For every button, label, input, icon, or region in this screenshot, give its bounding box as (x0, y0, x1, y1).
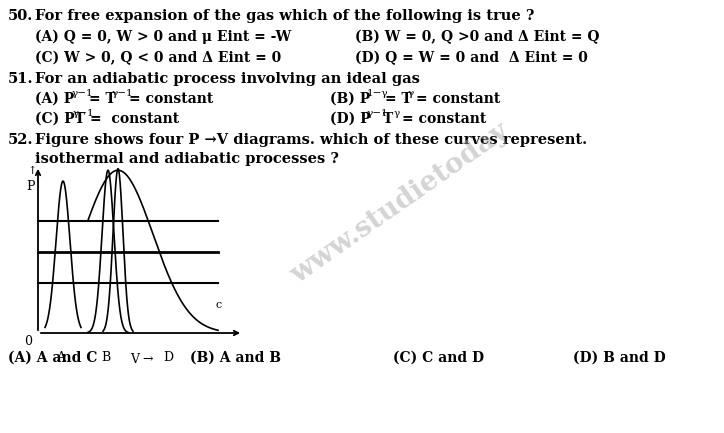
Text: (A) P: (A) P (35, 92, 75, 106)
Text: A: A (56, 351, 65, 364)
Text: (B) W = 0, Q >0 and Δ Eint = Q: (B) W = 0, Q >0 and Δ Eint = Q (355, 30, 599, 44)
Text: (B) P: (B) P (330, 92, 370, 106)
Text: For free expansion of the gas which of the following is true ?: For free expansion of the gas which of t… (35, 9, 534, 23)
Text: www.studietoday: www.studietoday (286, 117, 514, 289)
Text: c: c (215, 300, 222, 310)
Text: γ−1: γ−1 (72, 89, 93, 98)
Text: (D) P: (D) P (330, 112, 371, 126)
Text: (C) C and D: (C) C and D (393, 351, 484, 365)
Text: = constant: = constant (416, 92, 500, 106)
Text: (A) A and C: (A) A and C (8, 351, 97, 365)
Text: 1−γ: 1−γ (367, 89, 389, 98)
Text: γ−1: γ−1 (73, 109, 95, 118)
Text: P: P (26, 180, 35, 193)
Text: = constant: = constant (129, 92, 214, 106)
Text: ↑: ↑ (28, 166, 38, 176)
Text: (D) Q = W = 0 and  Δ Eint = 0: (D) Q = W = 0 and Δ Eint = 0 (355, 51, 588, 65)
Text: γ−1: γ−1 (367, 109, 389, 118)
Text: For an adiabatic process involving an ideal gas: For an adiabatic process involving an id… (35, 72, 420, 86)
Text: Figure shows four P →V diagrams. which of these curves represent.: Figure shows four P →V diagrams. which o… (35, 133, 587, 147)
Text: = constant: = constant (402, 112, 487, 126)
Text: (B) A and B: (B) A and B (190, 351, 281, 365)
Text: D: D (163, 351, 173, 364)
Text: 50.: 50. (8, 9, 33, 23)
Text: (A) Q = 0, W > 0 and μ Eint = -W: (A) Q = 0, W > 0 and μ Eint = -W (35, 30, 291, 45)
Text: 51.: 51. (8, 72, 33, 86)
Text: (D) B and D: (D) B and D (573, 351, 666, 365)
Text: = T: = T (89, 92, 116, 106)
Text: γ: γ (394, 109, 400, 118)
Text: 0: 0 (24, 335, 32, 348)
Text: B: B (101, 351, 110, 364)
Text: γ: γ (408, 89, 414, 98)
Text: V →: V → (130, 353, 153, 366)
Text: (C) PT: (C) PT (35, 112, 85, 126)
Text: =  constant: = constant (90, 112, 179, 126)
Text: 52.: 52. (8, 133, 33, 147)
Text: (C) W > 0, Q < 0 and Δ Eint = 0: (C) W > 0, Q < 0 and Δ Eint = 0 (35, 51, 281, 65)
Text: isothermal and adiabatic processes ?: isothermal and adiabatic processes ? (35, 152, 339, 166)
Text: T: T (383, 112, 393, 126)
Text: γ−1: γ−1 (112, 89, 134, 98)
Text: = T: = T (385, 92, 412, 106)
